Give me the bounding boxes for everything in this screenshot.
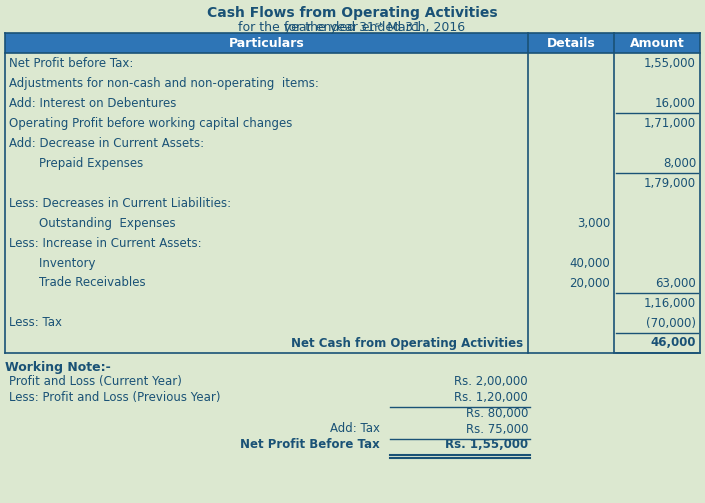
Text: Details: Details xyxy=(546,37,596,49)
Text: 16,000: 16,000 xyxy=(655,97,696,110)
Text: Profit and Loss (Current Year): Profit and Loss (Current Year) xyxy=(9,375,182,387)
Text: Rs. 80,000: Rs. 80,000 xyxy=(465,406,528,420)
Text: Working Note:-: Working Note:- xyxy=(5,361,111,374)
Text: Net Cash from Operating Activities: Net Cash from Operating Activities xyxy=(291,337,523,350)
Bar xyxy=(5,33,700,53)
Text: Less: Increase in Current Assets:: Less: Increase in Current Assets: xyxy=(9,236,202,249)
Text: Less: Tax: Less: Tax xyxy=(9,316,62,329)
Text: Net Profit Before Tax: Net Profit Before Tax xyxy=(240,439,380,452)
Text: (70,000): (70,000) xyxy=(646,316,696,329)
Text: Particulars: Particulars xyxy=(228,37,305,49)
Text: Add: Decrease in Current Assets:: Add: Decrease in Current Assets: xyxy=(9,136,204,149)
Text: Rs. 2,00,000: Rs. 2,00,000 xyxy=(455,375,528,387)
Text: 40,000: 40,000 xyxy=(569,257,610,270)
Text: Amount: Amount xyxy=(630,37,685,49)
Text: Adjustments for non-cash and non-operating  items:: Adjustments for non-cash and non-operati… xyxy=(9,76,319,90)
Text: 1,79,000: 1,79,000 xyxy=(644,177,696,190)
Text: Rs. 75,000: Rs. 75,000 xyxy=(465,423,528,436)
Text: Less: Profit and Loss (Previous Year): Less: Profit and Loss (Previous Year) xyxy=(9,390,221,403)
Text: Outstanding  Expenses: Outstanding Expenses xyxy=(9,216,176,229)
Text: 46,000: 46,000 xyxy=(651,337,696,350)
Text: 3,000: 3,000 xyxy=(577,216,610,229)
Text: Rs. 1,20,000: Rs. 1,20,000 xyxy=(454,390,528,403)
Text: Trade Receivables: Trade Receivables xyxy=(9,277,146,290)
Text: Add: Tax: Add: Tax xyxy=(330,423,380,436)
Text: Net Profit before Tax:: Net Profit before Tax: xyxy=(9,56,133,69)
Text: 1,16,000: 1,16,000 xyxy=(644,296,696,309)
Text: Prepaid Expenses: Prepaid Expenses xyxy=(9,156,143,170)
Text: Inventory: Inventory xyxy=(9,257,95,270)
Text: Less: Decreases in Current Liabilities:: Less: Decreases in Current Liabilities: xyxy=(9,197,231,210)
Text: Cash Flows from Operating Activities: Cash Flows from Operating Activities xyxy=(207,6,497,20)
Text: 63,000: 63,000 xyxy=(655,277,696,290)
Text: for the year ended 31: for the year ended 31 xyxy=(283,21,420,34)
Text: for the year ended 31ˢᵗ March, 2016: for the year ended 31ˢᵗ March, 2016 xyxy=(238,21,465,34)
Text: Operating Profit before working capital changes: Operating Profit before working capital … xyxy=(9,117,293,129)
Text: 8,000: 8,000 xyxy=(663,156,696,170)
Bar xyxy=(5,33,700,353)
Text: 1,71,000: 1,71,000 xyxy=(644,117,696,129)
Text: Rs. 1,55,000: Rs. 1,55,000 xyxy=(445,439,528,452)
Text: 1,55,000: 1,55,000 xyxy=(644,56,696,69)
Text: Add: Interest on Debentures: Add: Interest on Debentures xyxy=(9,97,176,110)
Text: 20,000: 20,000 xyxy=(569,277,610,290)
